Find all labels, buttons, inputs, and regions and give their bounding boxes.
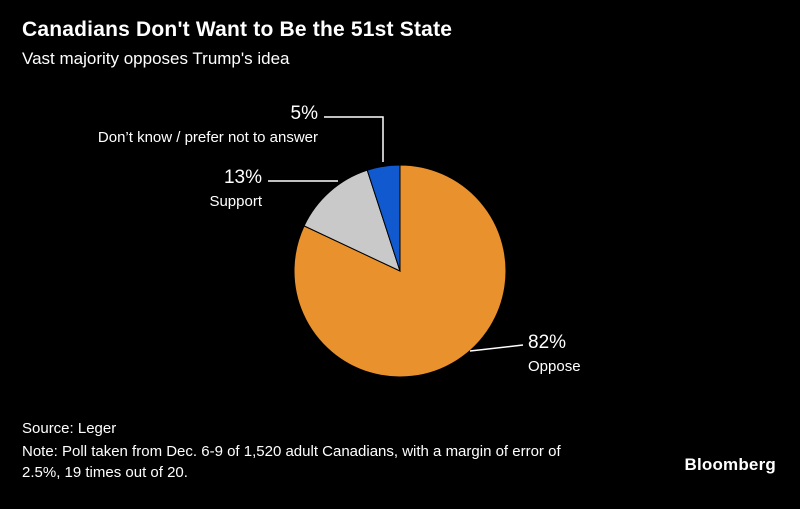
chart-subtitle: Vast majority opposes Trump's idea: [22, 49, 290, 68]
callout-oppose: 82% Oppose: [528, 332, 581, 376]
callout-support-value: 13%: [223, 167, 262, 188]
pie-slice-support: [303, 169, 401, 272]
chart-title: Canadians Don't Want to Be the 51st Stat…: [22, 18, 453, 41]
callout-support-label: Support: [209, 192, 262, 210]
bloomberg-logo: Bloomberg: [684, 455, 776, 474]
callout-oppose-label: Oppose: [528, 357, 581, 375]
pie-slice-don-t-know-prefer-not-to-answer: [366, 164, 401, 272]
source-text: Source: Leger: [22, 420, 117, 437]
pie-slices: [293, 164, 507, 378]
callout-dont-know: 5% Don’t know / prefer not to answer: [62, 103, 318, 147]
callout-support: 13% Support: [150, 167, 262, 211]
callout-dont-know-value: 5%: [290, 103, 318, 124]
callout-oppose-value: 82%: [528, 332, 567, 353]
leader-line-dont-know: [324, 116, 384, 162]
callout-dont-know-label: Don’t know / prefer not to answer: [97, 128, 318, 146]
note-text: Note: Poll taken from Dec. 6-9 of 1,520 …: [22, 443, 561, 481]
leader-line-oppose: [469, 344, 524, 352]
